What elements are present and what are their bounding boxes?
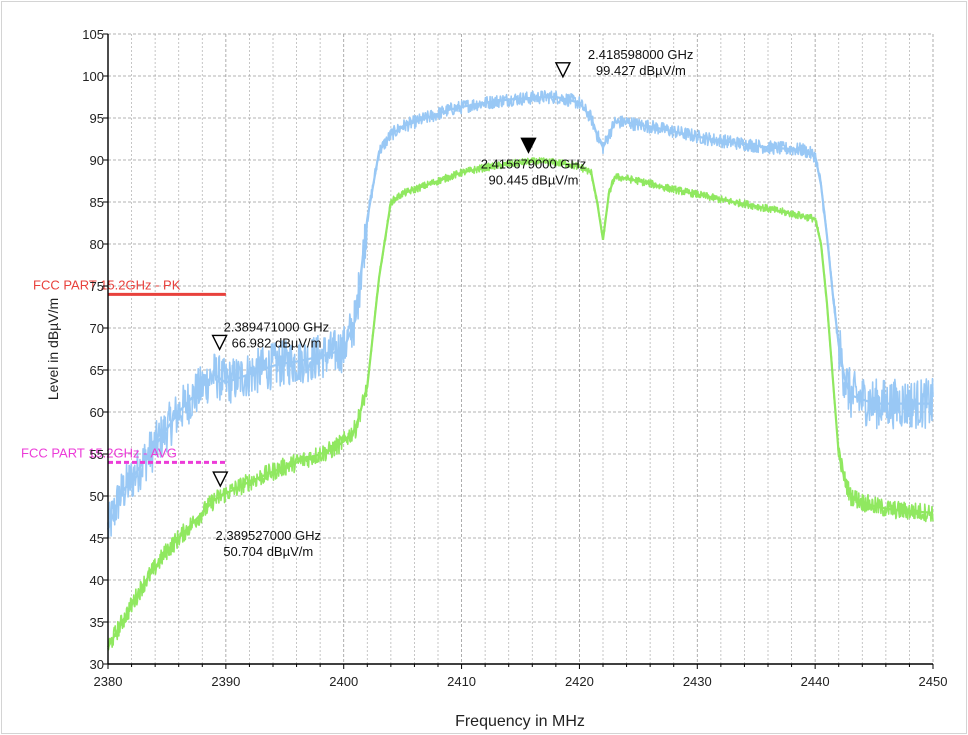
y-tick-label: 65	[90, 363, 104, 378]
y-tick-label: 30	[90, 657, 104, 672]
ticks-layer: 2380 2390 2400 2410 2420 2430 2440 2450 30 35 40 45…	[82, 27, 947, 689]
y-tick-label: 95	[90, 111, 104, 126]
marker-freq-label: 2.389471000 GHz	[224, 319, 330, 334]
marker-level-label: 99.427 dBµV/m	[596, 63, 686, 78]
y-tick-label: 80	[90, 237, 104, 252]
x-tick-label: 2390	[211, 674, 240, 689]
marker-level-label: 90.445 dBµV/m	[489, 172, 579, 187]
limit-layer: FCC PART 15.2GHz - PK FCC PART 15.2GHz - …	[21, 277, 226, 464]
y-tick-label: 35	[90, 615, 104, 630]
marker-freq-label: 2.389527000 GHz	[216, 528, 322, 543]
marker-level-label: 66.982 dBµV/m	[232, 335, 322, 350]
x-tick-label: 2400	[329, 674, 358, 689]
y-tick-label: 45	[90, 531, 104, 546]
marker-freq-label: 2.418598000 GHz	[588, 47, 694, 62]
y-tick-label: 40	[90, 573, 104, 588]
plot-area	[108, 34, 933, 664]
marker-freq-label: 2.415679000 GHz	[481, 156, 587, 171]
series-layer	[106, 90, 934, 651]
minor-grid	[131, 34, 910, 664]
marker-level-label: 50.704 dBµV/m	[223, 544, 313, 559]
y-tick-label: 55	[90, 447, 104, 462]
y-axis-title: Level in dBµV/m	[45, 298, 61, 400]
y-tick-label: 90	[90, 153, 104, 168]
x-tick-label: 2440	[801, 674, 830, 689]
series-line-1	[106, 95, 933, 530]
y-tick-label: 70	[90, 321, 104, 336]
x-tick-label: 2420	[565, 674, 594, 689]
marker-triangle	[554, 62, 572, 79]
marker-triangle	[211, 334, 228, 351]
y-tick-label: 60	[90, 405, 104, 420]
y-tick-label: 105	[82, 27, 104, 42]
limit-label-pk: FCC PART 15.2GHz - PK	[33, 277, 181, 292]
series-line-2	[107, 160, 934, 648]
axes-layer	[107, 34, 933, 665]
x-tick-label: 2450	[919, 674, 948, 689]
x-tick-label: 2410	[447, 674, 476, 689]
limit-label-avg: FCC PART 15.2GHz - AVG	[21, 445, 177, 460]
x-axis-title: Frequency in MHz	[455, 713, 585, 730]
y-tick-label: 100	[82, 69, 104, 84]
x-tick-label: 2430	[683, 674, 712, 689]
y-tick-label: 75	[90, 279, 104, 294]
x-tick-label: 2380	[94, 674, 123, 689]
y-tick-label: 50	[90, 489, 104, 504]
marker-triangle	[212, 471, 229, 488]
y-tick-label: 85	[90, 195, 104, 210]
marker-triangle	[520, 137, 537, 154]
